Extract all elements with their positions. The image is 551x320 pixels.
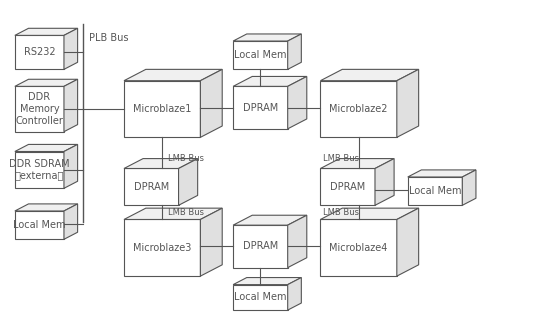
Polygon shape	[233, 277, 301, 284]
Polygon shape	[288, 34, 301, 69]
Polygon shape	[397, 208, 419, 276]
Polygon shape	[64, 28, 78, 69]
Text: Microblaze4: Microblaze4	[329, 243, 388, 253]
Polygon shape	[124, 81, 201, 137]
Polygon shape	[233, 76, 307, 86]
Polygon shape	[124, 169, 179, 205]
Polygon shape	[321, 220, 397, 276]
Polygon shape	[201, 69, 222, 137]
Text: LMB Bus: LMB Bus	[323, 154, 359, 163]
Text: Local Mem: Local Mem	[234, 292, 287, 302]
Text: Microblaze2: Microblaze2	[329, 104, 388, 114]
Text: PLB Bus: PLB Bus	[89, 33, 128, 43]
Polygon shape	[15, 204, 78, 211]
Text: Microblaze3: Microblaze3	[133, 243, 191, 253]
Text: DDR
Memory
Controller: DDR Memory Controller	[15, 92, 63, 126]
Text: LMB Bus: LMB Bus	[168, 154, 204, 163]
Polygon shape	[233, 86, 288, 129]
Text: Local Mem: Local Mem	[234, 50, 287, 60]
Polygon shape	[288, 76, 307, 129]
Polygon shape	[321, 208, 419, 220]
Polygon shape	[321, 169, 375, 205]
Text: DPRAM: DPRAM	[243, 241, 278, 252]
Text: Local Mem: Local Mem	[13, 220, 66, 230]
Polygon shape	[233, 34, 301, 41]
Polygon shape	[15, 211, 64, 239]
Polygon shape	[233, 225, 288, 268]
Text: LMB Bus: LMB Bus	[323, 208, 359, 217]
Polygon shape	[408, 170, 476, 177]
Polygon shape	[375, 159, 394, 205]
Text: Microblaze1: Microblaze1	[133, 104, 191, 114]
Polygon shape	[233, 41, 288, 69]
Polygon shape	[15, 144, 78, 151]
Polygon shape	[124, 69, 222, 81]
Text: DDR SDRAM
（externa）: DDR SDRAM （externa）	[9, 159, 70, 181]
Polygon shape	[233, 284, 288, 310]
Polygon shape	[462, 170, 476, 205]
Polygon shape	[15, 36, 64, 69]
Polygon shape	[64, 204, 78, 239]
Text: Local Mem: Local Mem	[409, 186, 461, 196]
Polygon shape	[321, 69, 419, 81]
Polygon shape	[179, 159, 198, 205]
Polygon shape	[124, 159, 198, 169]
Text: LMB Bus: LMB Bus	[168, 208, 204, 217]
Polygon shape	[321, 159, 394, 169]
Polygon shape	[124, 208, 222, 220]
Polygon shape	[64, 79, 78, 132]
Text: DPRAM: DPRAM	[134, 182, 169, 192]
Polygon shape	[397, 69, 419, 137]
Polygon shape	[15, 28, 78, 36]
Polygon shape	[64, 144, 78, 188]
Text: RS232: RS232	[24, 47, 55, 57]
Polygon shape	[408, 177, 462, 205]
Polygon shape	[15, 151, 64, 188]
Polygon shape	[15, 86, 64, 132]
Text: DPRAM: DPRAM	[243, 103, 278, 113]
Polygon shape	[288, 277, 301, 310]
Polygon shape	[233, 215, 307, 225]
Text: DPRAM: DPRAM	[330, 182, 365, 192]
Polygon shape	[124, 220, 201, 276]
Polygon shape	[201, 208, 222, 276]
Polygon shape	[288, 215, 307, 268]
Polygon shape	[321, 81, 397, 137]
Polygon shape	[15, 79, 78, 86]
